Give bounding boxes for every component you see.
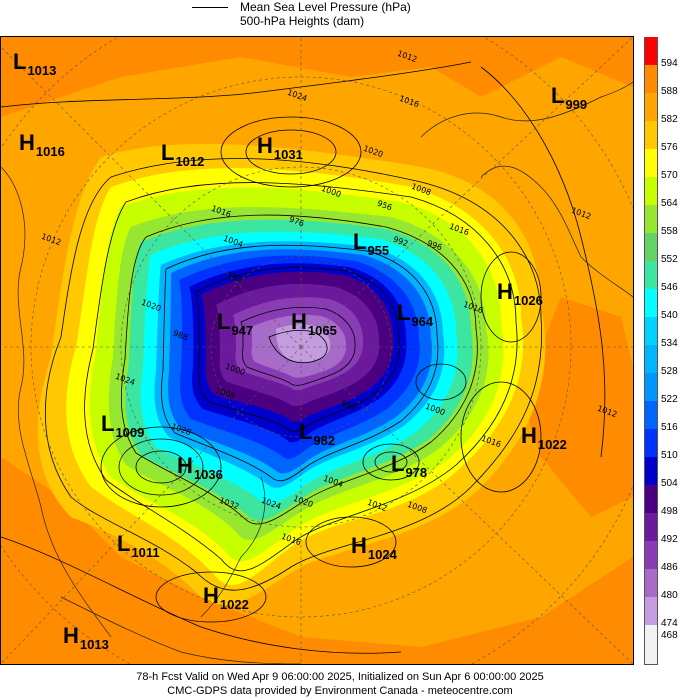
pressure-system-low: L955 <box>353 229 390 259</box>
scale-label: 570 <box>661 170 678 181</box>
height-color-scale: 594 588 582 576 570 564 558 552 546 540 … <box>644 37 680 665</box>
scale-label: 558 <box>661 226 678 237</box>
scale-label: 540 <box>661 310 678 321</box>
pressure-system-low: L978 <box>391 451 428 481</box>
scale-swatch <box>644 457 658 485</box>
pressure-system-low: L982 <box>299 419 336 449</box>
scale-label: 480 <box>661 590 678 601</box>
scale-swatch <box>644 597 658 625</box>
scale-swatch <box>644 233 658 261</box>
scale-swatch <box>644 93 658 121</box>
scale-swatch <box>644 373 658 401</box>
pressure-system-high: H1022 <box>521 423 567 453</box>
scale-swatch <box>644 513 658 541</box>
scale-swatch <box>644 625 658 665</box>
scale-swatch <box>644 401 658 429</box>
pressure-system-high: H1031 <box>257 133 303 163</box>
scale-swatch <box>644 429 658 457</box>
scale-swatch <box>644 177 658 205</box>
scale-label: 498 <box>661 506 678 517</box>
map-footer: 78-h Fcst Valid on Wed Apr 9 06:00:00 20… <box>0 670 680 698</box>
scale-label: 492 <box>661 534 678 545</box>
scale-label: 486 <box>661 562 678 573</box>
scale-swatch <box>644 485 658 513</box>
pressure-system-high: H1065 <box>291 309 337 339</box>
pressure-system-high: H1036 <box>177 453 223 483</box>
scale-swatch <box>644 289 658 317</box>
pressure-system-high: H1013 <box>63 623 109 653</box>
pressure-system-high: H1024 <box>351 533 397 563</box>
scale-swatch <box>644 149 658 177</box>
pressure-system-low: L1013 <box>13 49 57 79</box>
scale-label: 576 <box>661 142 678 153</box>
scale-swatch <box>644 345 658 373</box>
scale-swatch <box>644 569 658 597</box>
scale-label: 534 <box>661 338 678 349</box>
scale-swatch <box>644 37 658 65</box>
scale-label: 594 <box>661 58 678 69</box>
map-header: Mean Sea Level Pressure (hPa) 500-hPa He… <box>0 0 680 36</box>
isobar-legend-label: Mean Sea Level Pressure (hPa) <box>240 0 411 14</box>
scale-swatch <box>644 317 658 345</box>
pressure-system-high: H1022 <box>203 583 249 613</box>
pressure-system-low: L1009 <box>101 411 145 441</box>
pressure-system-low: L1012 <box>161 140 205 170</box>
isobar-legend-line <box>192 7 228 8</box>
scale-label: 528 <box>661 366 678 377</box>
scale-swatch <box>644 541 658 569</box>
pressure-system-high: H1026 <box>497 279 543 309</box>
scale-label: 552 <box>661 254 678 265</box>
scale-label: 474 <box>661 618 678 629</box>
scale-label: 522 <box>661 394 678 405</box>
scale-label: 564 <box>661 198 678 209</box>
pressure-system-high: H1016 <box>19 130 65 160</box>
scale-label: 546 <box>661 282 678 293</box>
pressure-system-low: L999 <box>551 83 588 113</box>
scale-swatch <box>644 65 658 93</box>
scale-label: 510 <box>661 450 678 461</box>
scale-label: 516 <box>661 422 678 433</box>
scale-swatch <box>644 121 658 149</box>
height-field <box>1 37 633 664</box>
pressure-system-low: L964 <box>397 300 434 330</box>
forecast-map: L1013 H1016 L1012 H1031 L999 L955 H1026 … <box>0 36 634 665</box>
scale-swatch <box>644 205 658 233</box>
scale-label: 504 <box>661 478 678 489</box>
forecast-validity-text: 78-h Fcst Valid on Wed Apr 9 06:00:00 20… <box>136 671 544 683</box>
data-credit-text: CMC-GDPS data provided by Environment Ca… <box>167 685 513 697</box>
scale-label: 588 <box>661 86 678 97</box>
scale-label: 582 <box>661 114 678 125</box>
height-legend-label: 500-hPa Heights (dam) <box>240 14 365 28</box>
pressure-system-low: L1011 <box>117 531 160 561</box>
scale-label: 468 <box>661 630 678 641</box>
pressure-system-low: L947 <box>217 309 254 339</box>
scale-swatch <box>644 261 658 289</box>
